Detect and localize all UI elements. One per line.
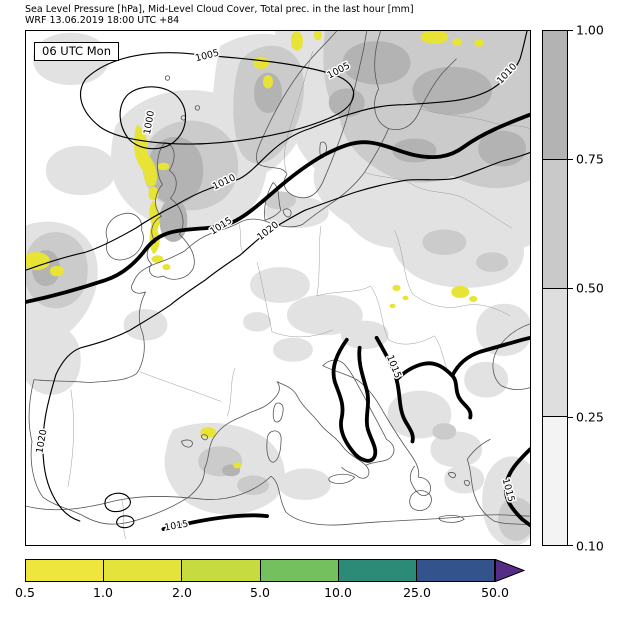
precip-colorbar-label: 25.0 bbox=[403, 585, 431, 600]
precip-colorbar-label: 10.0 bbox=[324, 585, 352, 600]
weather-map: 1005 1000 1005 1010 1015 1020 1020 1015 … bbox=[26, 31, 530, 545]
isobar-1010 bbox=[26, 31, 528, 271]
pressure-contours-thin bbox=[26, 31, 530, 529]
precip-colorbar-extend-arrow bbox=[495, 559, 525, 582]
cloud-colorbar-tick bbox=[568, 159, 573, 160]
map-panel: 06 UTC Mon bbox=[25, 30, 531, 546]
country-borders bbox=[67, 50, 530, 540]
isobar-1000 bbox=[119, 86, 186, 150]
cloud-cover-colorbar bbox=[542, 30, 568, 546]
valid-time-label: 06 UTC Mon bbox=[34, 42, 119, 61]
contour-label: 1005 bbox=[194, 47, 220, 64]
cloud-colorbar-segment bbox=[543, 31, 567, 160]
precip-colorbar-label: 1.0 bbox=[93, 585, 113, 600]
precip-colorbar-segment bbox=[26, 560, 105, 581]
cloud-colorbar-label: 0.10 bbox=[576, 538, 604, 554]
cloud-colorbar-label: 0.50 bbox=[576, 280, 604, 296]
isobar-1015-south bbox=[161, 513, 269, 531]
isobar-small-highs bbox=[104, 492, 135, 529]
isobar-1015-main bbox=[26, 112, 530, 304]
precip-colorbar-segment bbox=[182, 560, 261, 581]
figure-title-line2: WRF 13.06.2019 18:00 UTC +84 bbox=[25, 15, 180, 26]
contour-label: 1015 bbox=[164, 519, 190, 534]
contour-label: 1015 bbox=[384, 353, 403, 379]
precip-colorbar bbox=[25, 559, 495, 582]
isobar-1015-east bbox=[503, 447, 530, 527]
cloud-colorbar-label: 0.75 bbox=[576, 151, 604, 167]
isobar-1015-balkans bbox=[374, 335, 530, 444]
cloud-colorbar-segment bbox=[543, 159, 567, 289]
precip-colorbar-segment bbox=[338, 560, 417, 581]
isobar-1020 bbox=[42, 151, 530, 522]
coastline-islands-africa bbox=[26, 402, 530, 526]
cloud-colorbar-segment bbox=[543, 417, 567, 545]
contour-label: 1020 bbox=[34, 429, 49, 455]
pressure-contours-thick bbox=[26, 112, 530, 531]
figure-title-line1: Sea Level Pressure [hPa], Mid-Level Clou… bbox=[25, 4, 414, 15]
precip-colorbar-label: 0.5 bbox=[15, 585, 35, 600]
isobar-1015-italy bbox=[331, 337, 378, 463]
cloud-colorbar-label: 0.25 bbox=[576, 409, 604, 425]
precip-colorbar-label: 50.0 bbox=[481, 585, 509, 600]
cloud-colorbar-tick bbox=[568, 288, 573, 289]
cloud-colorbar-tick bbox=[568, 545, 573, 546]
cloud-colorbar-segment bbox=[543, 288, 567, 418]
cloud-colorbar-tick bbox=[568, 417, 573, 418]
coastline-scandinavia-baltic bbox=[256, 31, 457, 228]
precip-colorbar-segment bbox=[416, 560, 495, 581]
cloud-colorbar-tick bbox=[568, 30, 573, 31]
cloud-colorbar-label: 1.00 bbox=[576, 22, 604, 38]
precip-colorbar-segment bbox=[260, 560, 339, 581]
isobar-1005 bbox=[79, 52, 355, 145]
coastline-continental-europe bbox=[28, 218, 530, 526]
precip-colorbar-segment bbox=[104, 560, 183, 581]
precip-colorbar-label: 2.0 bbox=[172, 585, 192, 600]
precip-colorbar-label: 5.0 bbox=[250, 585, 270, 600]
